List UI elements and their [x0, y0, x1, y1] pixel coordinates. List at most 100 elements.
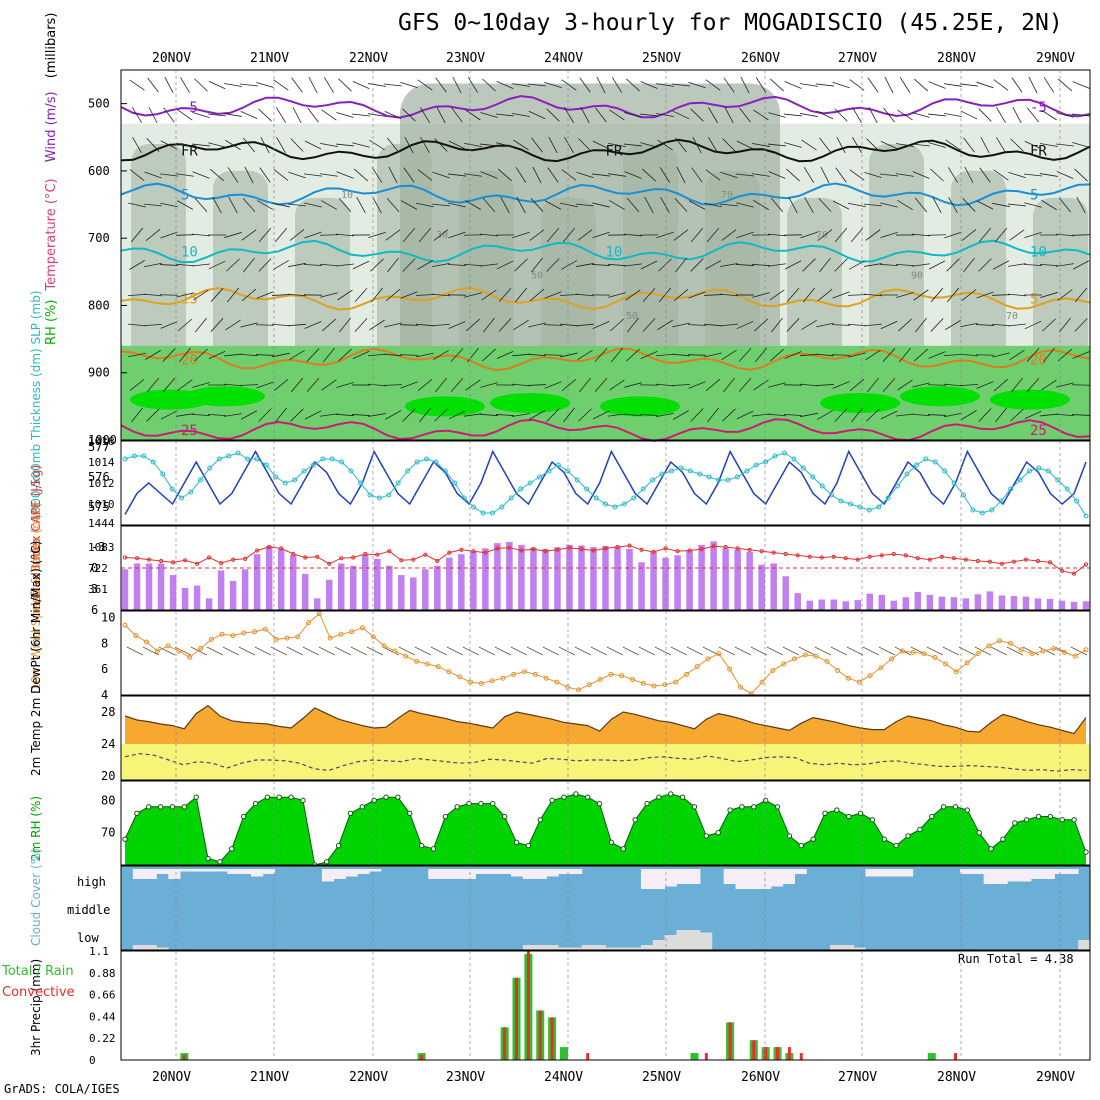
temp-ylabel: 2m Temp 2m DewPt (6hr Min/Max) (°C)	[29, 541, 43, 776]
wind-barb	[688, 200, 706, 210]
li-marker	[327, 561, 332, 566]
wind-barb	[146, 138, 160, 152]
wind-barb	[384, 110, 402, 120]
wind10-barb	[414, 646, 432, 656]
wind-barb	[531, 137, 543, 153]
wind-barb	[528, 110, 546, 120]
wind-barb	[432, 262, 450, 268]
thickness-marker	[753, 462, 759, 468]
wind-barb	[752, 173, 770, 177]
wind-barb	[1074, 318, 1088, 332]
wind-barb	[420, 107, 430, 123]
wind-barb	[930, 318, 944, 332]
wind-barb	[352, 260, 370, 270]
pressure-tick-label: 1000	[88, 433, 117, 447]
li-marker	[555, 547, 560, 552]
wind10-barb	[222, 646, 240, 656]
wind-barb	[224, 83, 242, 87]
wind-barb	[783, 414, 803, 416]
high-cloud-bar	[971, 869, 985, 874]
wind-barb	[1041, 109, 1057, 121]
wind-barb	[435, 77, 447, 93]
wind-barb	[703, 323, 723, 327]
wind-barb	[738, 378, 752, 392]
wind-barb	[546, 258, 560, 272]
wind-barb	[930, 168, 944, 182]
high-cloud-bar	[865, 869, 878, 877]
wind-barb	[1072, 351, 1090, 359]
high-cloud-bar	[960, 869, 973, 874]
wind10-marker	[770, 667, 776, 673]
wind-barb	[176, 292, 194, 298]
wind-barb	[563, 407, 575, 423]
thickness-marker	[621, 501, 627, 507]
high-cloud-bar	[900, 869, 914, 877]
wind10-barb	[462, 646, 480, 656]
wind10-marker	[813, 653, 819, 659]
high-cloud-bar	[168, 869, 181, 879]
wind-barb	[672, 353, 690, 357]
li-marker	[531, 547, 536, 552]
cape-bar	[205, 598, 213, 610]
wind-barb	[943, 353, 963, 357]
wind-barb	[928, 142, 946, 148]
li-marker	[999, 561, 1005, 566]
li-marker	[122, 555, 128, 560]
wind-barb	[658, 287, 672, 303]
wind-barb	[882, 348, 896, 362]
wind-barb	[404, 136, 414, 154]
li-marker	[303, 555, 308, 560]
wind-barb	[1009, 229, 1025, 241]
slp-tick-label: 1014	[88, 456, 115, 469]
wind-barb	[688, 81, 706, 89]
rh2m-marker	[323, 859, 330, 865]
wind-barb	[800, 83, 818, 87]
wind-barb	[352, 142, 370, 148]
wind-barb	[496, 260, 514, 270]
wind10-barb	[126, 646, 144, 656]
wind-barb	[304, 202, 322, 208]
wind-barb	[1056, 143, 1074, 147]
li-marker	[543, 549, 548, 554]
li-tick-label: 3	[91, 582, 98, 596]
wind-barb	[192, 233, 210, 237]
wind-barb	[160, 321, 178, 329]
wind-barb	[624, 382, 642, 388]
slp-tick-label: 1010	[88, 498, 115, 511]
cape-bar	[265, 546, 273, 610]
cape-bar	[434, 565, 441, 610]
cape-bar	[866, 593, 874, 610]
thickness-marker	[1083, 513, 1089, 519]
wind-barb	[961, 410, 977, 420]
wind-barb	[179, 347, 191, 363]
cape-tick-label: 1083	[88, 541, 115, 554]
wind10-barb	[366, 646, 384, 656]
wind-barb	[802, 287, 816, 303]
wind-barb	[864, 323, 882, 327]
wind10-barb	[574, 646, 592, 656]
rh2m-ylabel: 2m RH (%)	[29, 796, 43, 861]
li-marker	[399, 558, 404, 563]
wind-barb	[480, 233, 498, 237]
wind10-marker	[964, 660, 970, 666]
wind-barb	[578, 377, 592, 393]
wind-barb	[177, 379, 193, 391]
wind-barb	[227, 287, 239, 303]
wind-barb	[975, 324, 995, 326]
wind-barb	[880, 410, 898, 420]
isotherm-label: 25	[1030, 423, 1047, 439]
wind-barb	[979, 167, 991, 183]
li-marker	[639, 547, 644, 552]
cape-bar	[686, 550, 693, 610]
panel-border	[120, 950, 1091, 1061]
wind10-marker	[478, 680, 484, 686]
wind-barb	[288, 171, 306, 179]
wind-barb	[564, 107, 574, 123]
wind-barb	[609, 200, 625, 210]
wind10-marker	[921, 651, 927, 657]
cape-ylabel: Lifted Index CAPE (J/kg)	[29, 465, 43, 606]
wind-barb	[321, 379, 337, 391]
wind-barb	[208, 350, 226, 360]
wind-barb	[996, 137, 1006, 153]
wind-barb	[194, 197, 208, 213]
